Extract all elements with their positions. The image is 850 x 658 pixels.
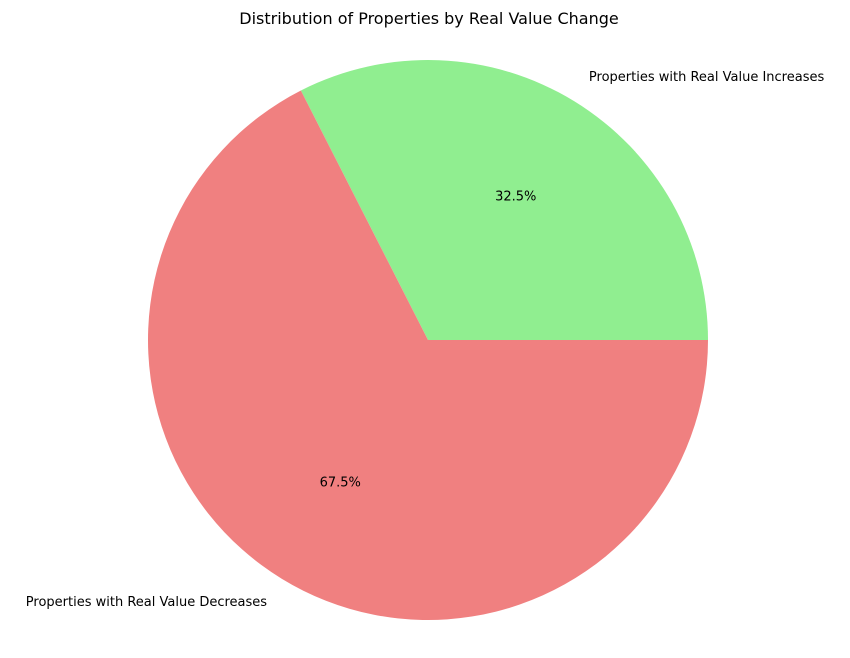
chart-title: Distribution of Properties by Real Value… bbox=[239, 9, 618, 28]
slice-category-label-2: Properties with Real Value Decreases bbox=[26, 595, 267, 610]
pie-slice-1 bbox=[300, 60, 708, 340]
pie-slice-2 bbox=[148, 90, 708, 621]
slice-percent-label-2: 67.5% bbox=[320, 476, 361, 491]
slice-category-label-1: Properties with Real Value Increases bbox=[589, 70, 825, 85]
pie-labels: 32.5% Properties with Real Value Increase… bbox=[26, 70, 825, 610]
pie-slices bbox=[148, 60, 708, 621]
slice-percent-label-1: 32.5% bbox=[495, 189, 536, 204]
